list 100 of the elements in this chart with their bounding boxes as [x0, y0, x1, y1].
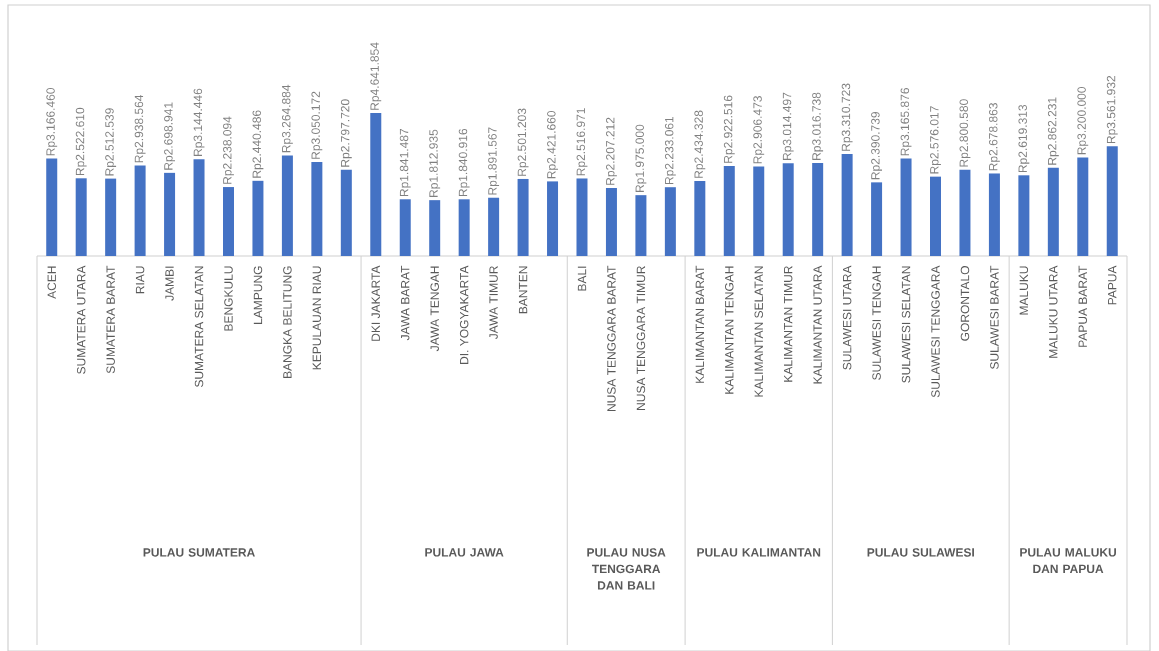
bar — [812, 163, 824, 256]
bar — [605, 188, 617, 256]
data-label: Rp2.390.739 — [871, 112, 883, 180]
bar — [222, 187, 234, 256]
x-tick-label: KALIMANTAN BARAT — [695, 265, 704, 383]
data-label: Rp2.797.720 — [340, 99, 352, 167]
data-label: Rp3.264.884 — [281, 84, 293, 153]
data-label: Rp3.144.446 — [193, 88, 205, 156]
data-label: Rp3.165.876 — [900, 88, 912, 156]
x-tick-label: MALUKU UTARA — [1049, 265, 1058, 358]
x-tick-label: NUSA TENGGARA BARAT — [607, 265, 616, 412]
bar — [1106, 146, 1118, 256]
bar — [134, 165, 146, 256]
x-tick-label: BENGKULU — [224, 266, 233, 331]
bar — [959, 169, 971, 256]
text: PULAU KALIMANTAN — [697, 548, 821, 557]
x-tick-label: KALIMANTAN UTARA — [813, 265, 822, 384]
bar — [105, 178, 117, 256]
x-tick-label: SULAWESI TENGGARA — [931, 265, 940, 398]
bar — [694, 181, 706, 256]
x-tick-label: KALIMANTAN SELATAN — [754, 266, 763, 397]
bar — [399, 199, 411, 256]
text: PULAU SUMATERA — [143, 548, 255, 557]
x-tick-label: BANGKA BELITUNG — [283, 266, 292, 378]
x-tick-label: LAMPUNG — [253, 266, 263, 324]
x-tick-label: PAPUA — [1108, 265, 1117, 305]
bar — [930, 176, 941, 256]
data-label: Rp1.891.567 — [488, 127, 500, 195]
bar — [753, 166, 765, 256]
bar — [340, 169, 352, 256]
data-label: Rp2.512.539 — [105, 108, 117, 176]
data-label: Rp3.200.000 — [1077, 86, 1089, 155]
bar — [281, 155, 293, 256]
data-label: Rp2.501.203 — [517, 108, 529, 176]
bar — [1077, 157, 1089, 256]
bar — [1047, 167, 1059, 256]
data-label: Rp2.440.486 — [252, 110, 264, 178]
bar — [635, 195, 647, 256]
bar — [517, 178, 529, 256]
data-label: Rp2.576.017 — [930, 106, 941, 174]
bar — [429, 200, 441, 256]
bar — [547, 181, 559, 256]
x-tick-label: KALIMANTAN TIMUR — [784, 266, 793, 382]
data-label: Rp2.800.580 — [959, 99, 971, 167]
data-label: Rp4.641.854 — [370, 42, 382, 110]
data-label: Rp2.516.971 — [576, 108, 588, 176]
x-tick-label: DI. YOGYAKARTA — [459, 265, 469, 364]
data-label: Rp1.812.935 — [429, 129, 441, 197]
x-tick-label: SULAWESI SELATAN — [901, 266, 911, 383]
x-tick-label: DKI JAKARTA — [371, 265, 380, 341]
bar — [75, 178, 87, 256]
bar — [576, 178, 588, 256]
x-tick-label: JAWA TIMUR — [489, 266, 498, 340]
data-label: Rp2.434.328 — [694, 110, 706, 178]
x-tick-label: SUMATERA SELATAN — [194, 266, 204, 388]
data-label: Rp2.238.094 — [223, 116, 234, 184]
x-tick-label: NUSA TENGGARA TIMUR — [636, 266, 646, 410]
x-tick-label: SULAWESI UTARA — [842, 265, 852, 370]
data-label: Rp2.522.610 — [75, 107, 87, 176]
text: PULAU JAWA — [425, 548, 504, 557]
bar — [46, 158, 58, 256]
bar — [988, 173, 1000, 256]
x-tick-label: JAWA BARAT — [401, 265, 410, 341]
data-label: Rp3.166.460 — [46, 88, 58, 156]
x-tick-label: ACEH — [47, 266, 56, 299]
x-tick-label: SUMATERA UTARA — [76, 265, 86, 374]
data-label: Rp3.016.738 — [812, 92, 824, 160]
x-tick-label: RIAU — [135, 266, 145, 294]
x-tick-label: KEPULAUAN RIAU — [312, 266, 322, 370]
bar — [252, 180, 264, 256]
data-label: Rp1.840.916 — [458, 128, 470, 197]
data-label: Rp1.841.487 — [399, 128, 411, 197]
data-label: Rp2.922.516 — [723, 95, 735, 163]
x-tick-label: BALI — [577, 266, 587, 291]
bar — [370, 113, 382, 256]
data-label: Rp2.862.231 — [1047, 97, 1059, 165]
data-label: Rp2.207.212 — [606, 117, 617, 185]
bar — [193, 159, 205, 256]
text: PULAU MALUKU DAN PAPUA — [1020, 548, 1116, 574]
x-tick-label: SUMATERA BARAT — [106, 265, 115, 374]
data-label: Rp3.050.172 — [311, 91, 323, 159]
x-tick-label: MALUKU — [1019, 266, 1029, 315]
x-tick-label: PAPUA BARAT — [1078, 265, 1087, 347]
x-tick-label: BANTEN — [518, 266, 528, 314]
data-label: Rp2.233.061 — [664, 116, 676, 185]
bar — [900, 158, 912, 256]
data-label: Rp2.906.473 — [753, 96, 765, 164]
x-tick-label: KALIMANTAN TENGAH — [725, 266, 734, 394]
data-label: Rp2.619.313 — [1018, 104, 1030, 173]
bar — [782, 163, 794, 256]
data-label: Rp3.561.932 — [1106, 75, 1118, 144]
x-tick-label: SULAWESI BARAT — [990, 265, 999, 370]
data-label: Rp2.938.564 — [134, 94, 146, 163]
bar — [723, 165, 735, 256]
text: PULAU SULAWESI — [867, 548, 974, 557]
bar — [458, 199, 470, 256]
bar — [1018, 175, 1030, 256]
data-label: Rp3.014.497 — [782, 92, 794, 160]
bar — [164, 172, 176, 256]
bar — [488, 197, 500, 256]
